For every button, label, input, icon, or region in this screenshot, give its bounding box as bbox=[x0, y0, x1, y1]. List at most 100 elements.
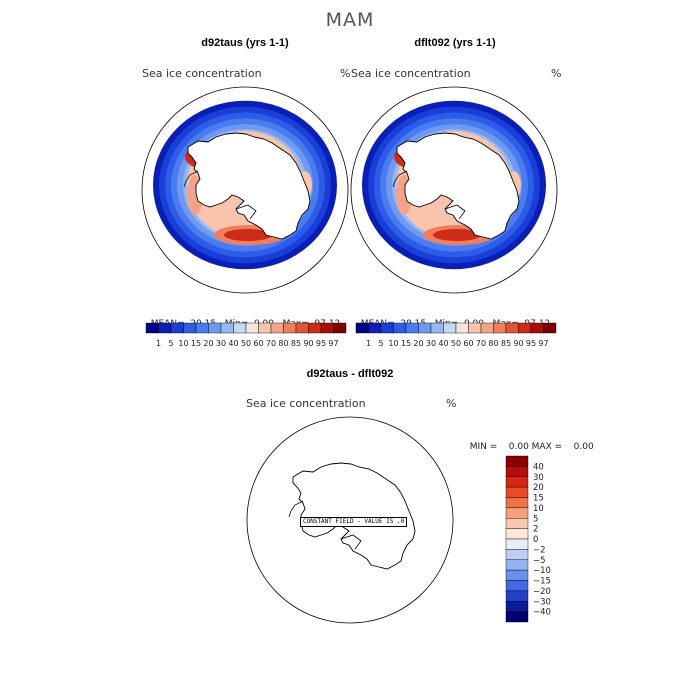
diff-max-value: 0.00 bbox=[573, 442, 594, 452]
ross-shelf-line bbox=[235, 204, 257, 220]
colorbar-swatch bbox=[380, 322, 394, 334]
colorbar-diff-swatch bbox=[505, 455, 529, 467]
diff-units: % bbox=[446, 397, 457, 410]
colorbar-diff-tick-label: 5 bbox=[533, 514, 538, 524]
ross-ice-core bbox=[224, 229, 272, 241]
colorbar-1-content: 1 5 10 15 20 30 40 50 60 70 80 85 90 95 97 bbox=[145, 322, 347, 348]
colorbar-swatch bbox=[430, 322, 444, 334]
colorbar-swatch bbox=[283, 322, 297, 334]
colorbar-swatch bbox=[543, 322, 557, 334]
colorbar-diff-swatch bbox=[505, 549, 529, 560]
colorbar-tick-label: 50 bbox=[451, 339, 461, 348]
diff-min-label: MIN = bbox=[469, 442, 498, 452]
colorbar-diff-swatch bbox=[505, 486, 529, 498]
colorbar-swatch bbox=[320, 322, 334, 334]
colorbar-tick-label: 80 bbox=[488, 339, 498, 348]
panel-1-variable: Sea ice concentration bbox=[142, 67, 262, 80]
map-1-content bbox=[141, 86, 349, 294]
antarctica-outline bbox=[187, 132, 311, 240]
colorbar-diff-tick-label: 10 bbox=[533, 504, 544, 514]
colorbar-tick-label: 70 bbox=[266, 339, 276, 348]
colorbar-2: 1 5 10 15 20 30 40 50 60 70 80 85 90 95 97 bbox=[355, 322, 557, 348]
colorbar-diff-tick-label: −10 bbox=[533, 566, 551, 576]
ross-shelf-line bbox=[340, 534, 362, 550]
map-panel-1 bbox=[141, 86, 349, 294]
colorbar-swatch bbox=[505, 322, 519, 334]
colorbar-tick-label: 70 bbox=[476, 339, 486, 348]
diff-stats: MIN = 0.00 MAX = 0.00 bbox=[464, 432, 594, 452]
peninsula-line bbox=[183, 170, 199, 188]
colorbar-swatch bbox=[443, 322, 457, 334]
colorbar-1: 1 5 10 15 20 30 40 50 60 70 80 85 90 95 97 bbox=[145, 322, 347, 348]
colorbar-tick-label: 15 bbox=[401, 339, 411, 348]
colorbar-diff-swatch bbox=[505, 528, 529, 540]
colorbar-diff-tick-label: 40 bbox=[533, 462, 544, 472]
colorbar-swatch bbox=[245, 322, 259, 334]
panel-2-title: dflt092 (yrs 1-1) bbox=[414, 37, 496, 49]
colorbar-diff-swatch bbox=[505, 559, 529, 571]
ross-shelf-line bbox=[444, 204, 466, 220]
colorbar-tick-label: 80 bbox=[278, 339, 288, 348]
colorbar-tick-label: 97 bbox=[328, 339, 338, 348]
colorbar-tick-label: 10 bbox=[178, 339, 188, 348]
colorbar-tick-label: 1 bbox=[366, 339, 371, 348]
colorbar-tick-label: 90 bbox=[303, 339, 313, 348]
colorbar-diff-swatch bbox=[505, 507, 529, 519]
ross-ice-core bbox=[433, 229, 481, 241]
colorbar-swatch bbox=[270, 322, 284, 334]
diff-max-label: MAX = bbox=[531, 442, 563, 452]
colorbar-tick-label: 90 bbox=[513, 339, 523, 348]
colorbar-tick-label: 60 bbox=[253, 339, 263, 348]
colorbar-tick-label: 5 bbox=[168, 339, 173, 348]
peninsula-line bbox=[288, 500, 304, 518]
colorbar-diff-tick-label: −20 bbox=[533, 587, 551, 597]
colorbar-swatch bbox=[258, 322, 272, 334]
colorbar-swatch bbox=[393, 322, 407, 334]
colorbar-diff-tick-label: −40 bbox=[533, 608, 551, 618]
colorbar-swatch bbox=[355, 322, 369, 334]
colorbar-diff-tick-label: −30 bbox=[533, 597, 551, 607]
colorbar-tick-label: 5 bbox=[378, 339, 383, 348]
colorbar-tick-label: 85 bbox=[291, 339, 301, 348]
colorbar-swatch bbox=[158, 322, 172, 334]
colorbar-swatch bbox=[208, 322, 222, 334]
colorbar-swatch bbox=[405, 322, 419, 334]
colorbar-swatch bbox=[170, 322, 184, 334]
colorbar-swatch bbox=[183, 322, 197, 334]
colorbar-diff-swatch bbox=[505, 601, 529, 612]
diff-min-value: 0.00 bbox=[508, 442, 529, 452]
colorbar-diff-swatch bbox=[505, 466, 529, 477]
colorbar-diff-tick-label: 20 bbox=[533, 483, 544, 493]
colorbar-diff-swatch bbox=[505, 538, 529, 550]
colorbar-tick-label: 95 bbox=[316, 339, 326, 348]
colorbar-tick-label: 85 bbox=[501, 339, 511, 348]
panel-1-units: % bbox=[340, 67, 351, 80]
colorbar-swatch bbox=[295, 322, 309, 334]
colorbar-tick-label: 95 bbox=[526, 339, 536, 348]
colorbar-diff-swatch bbox=[505, 497, 529, 509]
colorbar-tick-label: 15 bbox=[191, 339, 201, 348]
colorbar-swatch bbox=[530, 322, 544, 334]
colorbar-swatch bbox=[468, 322, 482, 334]
colorbar-diff-tick-label: 0 bbox=[533, 535, 538, 545]
colorbar-swatch bbox=[418, 322, 432, 334]
diff-variable: Sea ice concentration bbox=[246, 397, 366, 410]
colorbar-tick-label: 20 bbox=[413, 339, 423, 348]
panel-2-units: % bbox=[551, 67, 562, 80]
colorbar-tick-label: 60 bbox=[463, 339, 473, 348]
colorbar-swatch bbox=[220, 322, 234, 334]
colorbar-diff-swatch bbox=[505, 590, 529, 602]
map-2-content bbox=[350, 86, 558, 294]
diff-title: d92taus - dflt092 bbox=[306, 368, 394, 380]
antarctica-outline bbox=[396, 132, 520, 240]
colorbar-swatch bbox=[480, 322, 494, 334]
colorbar-tick-label: 10 bbox=[388, 339, 398, 348]
colorbar-diff-tick-label: −2 bbox=[533, 545, 546, 555]
colorbar-swatch bbox=[518, 322, 532, 334]
colorbar-swatch bbox=[455, 322, 469, 334]
colorbar-diff-swatch bbox=[505, 569, 529, 581]
season-title: MAM bbox=[325, 9, 375, 31]
colorbar-diff-swatch bbox=[505, 580, 529, 592]
